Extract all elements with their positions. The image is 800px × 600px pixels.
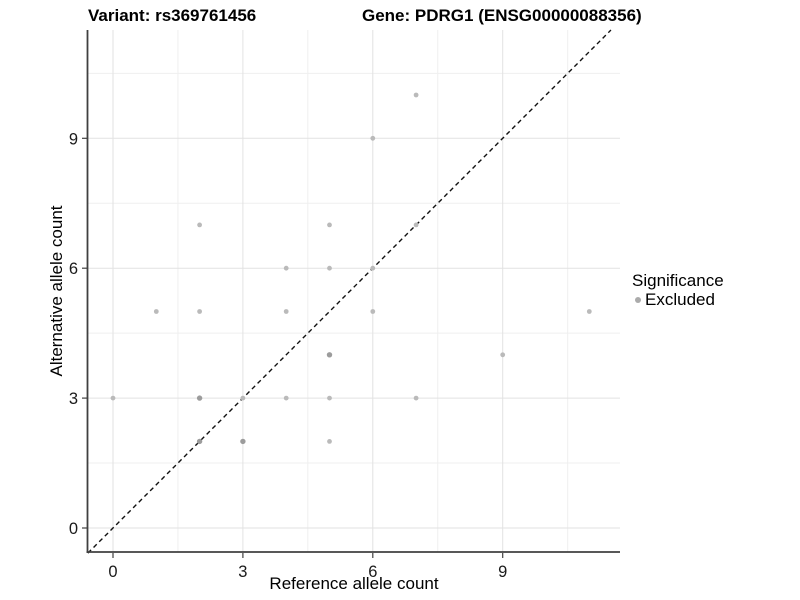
legend: Significance Excluded	[632, 271, 724, 309]
data-point	[283, 309, 289, 314]
data-point	[500, 352, 506, 358]
axis-tick-labels: 0 3 6 9 0 3 6 9	[69, 130, 507, 581]
data-point	[586, 309, 592, 314]
data-point	[327, 222, 332, 228]
legend-item-label: Excluded	[645, 290, 715, 309]
data-point	[370, 309, 376, 314]
data-point	[327, 439, 332, 444]
grid-major-lines	[88, 30, 620, 552]
legend-point-icon	[635, 297, 641, 303]
x-tick-label: 9	[498, 563, 507, 581]
data-point	[197, 309, 203, 314]
variant-title: Variant: rs369761456	[88, 6, 257, 25]
data-point	[413, 395, 419, 401]
data-point	[283, 265, 289, 271]
data-point	[370, 135, 376, 141]
data-point	[413, 222, 419, 228]
axis-tick-marks	[82, 137, 504, 558]
data-point	[240, 438, 246, 445]
data-point	[196, 438, 203, 445]
data-point	[110, 395, 116, 401]
y-tick-label: 9	[69, 130, 78, 148]
y-tick-label: 0	[69, 520, 78, 538]
data-points	[110, 92, 592, 445]
data-point	[370, 265, 376, 271]
data-point	[413, 92, 419, 98]
legend-item: Excluded	[632, 291, 724, 309]
x-tick-label: 6	[368, 563, 377, 581]
data-point	[196, 395, 203, 401]
grid-minor-lines	[88, 30, 620, 552]
y-tick-label: 3	[69, 390, 78, 408]
legend-title: Significance	[632, 271, 724, 290]
data-point	[153, 309, 159, 314]
gene-title: Gene: PDRG1 (ENSG00000088356)	[362, 6, 642, 25]
x-axis-title: Reference allele count	[269, 574, 439, 593]
x-tick-label: 0	[108, 563, 117, 581]
data-point	[327, 265, 332, 271]
data-point	[240, 395, 246, 401]
data-point	[197, 222, 203, 228]
data-point	[283, 395, 289, 401]
x-tick-label: 3	[238, 563, 247, 581]
data-point	[326, 352, 333, 358]
identity-line	[87, 29, 612, 554]
axis-lines	[86, 30, 620, 553]
identity-dashed-line	[87, 29, 612, 554]
data-point	[327, 395, 332, 401]
y-axis-title: Alternative allele count	[47, 205, 66, 377]
y-tick-label: 6	[69, 260, 78, 278]
